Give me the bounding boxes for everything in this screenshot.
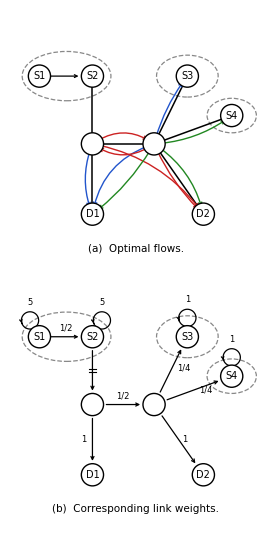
Text: 1: 1 xyxy=(185,295,190,304)
Text: S1: S1 xyxy=(33,332,46,342)
Text: 1/2: 1/2 xyxy=(117,391,130,400)
Text: D1: D1 xyxy=(86,209,99,219)
Text: 1: 1 xyxy=(81,435,86,444)
Text: D2: D2 xyxy=(196,470,210,480)
Circle shape xyxy=(221,104,243,127)
Circle shape xyxy=(81,326,104,348)
Text: (a)  Optimal flows.: (a) Optimal flows. xyxy=(87,244,184,254)
Text: 1/4: 1/4 xyxy=(199,386,213,395)
Circle shape xyxy=(81,394,104,415)
Text: S1: S1 xyxy=(33,71,46,81)
Text: 1/2: 1/2 xyxy=(59,324,73,332)
Circle shape xyxy=(81,65,104,87)
Circle shape xyxy=(192,203,214,225)
Circle shape xyxy=(176,65,198,87)
Circle shape xyxy=(81,464,104,486)
Text: S3: S3 xyxy=(181,332,193,342)
Text: 5: 5 xyxy=(27,298,33,307)
Text: S4: S4 xyxy=(226,111,238,121)
Text: S2: S2 xyxy=(86,332,99,342)
Circle shape xyxy=(143,133,165,155)
Text: D2: D2 xyxy=(196,209,210,219)
Circle shape xyxy=(143,394,165,415)
Text: 1: 1 xyxy=(229,335,234,344)
Text: 5: 5 xyxy=(99,298,104,307)
Circle shape xyxy=(81,203,104,225)
Circle shape xyxy=(192,464,214,486)
Text: (b)  Corresponding link weights.: (b) Corresponding link weights. xyxy=(52,504,219,514)
Circle shape xyxy=(81,133,104,155)
Text: 1: 1 xyxy=(182,435,188,444)
Text: S4: S4 xyxy=(226,371,238,381)
Text: 1/4: 1/4 xyxy=(177,364,190,372)
Circle shape xyxy=(221,365,243,387)
Circle shape xyxy=(28,326,51,348)
Circle shape xyxy=(28,65,51,87)
Text: S2: S2 xyxy=(86,71,99,81)
Text: S3: S3 xyxy=(181,71,193,81)
Circle shape xyxy=(176,326,198,348)
Text: D1: D1 xyxy=(86,470,99,480)
